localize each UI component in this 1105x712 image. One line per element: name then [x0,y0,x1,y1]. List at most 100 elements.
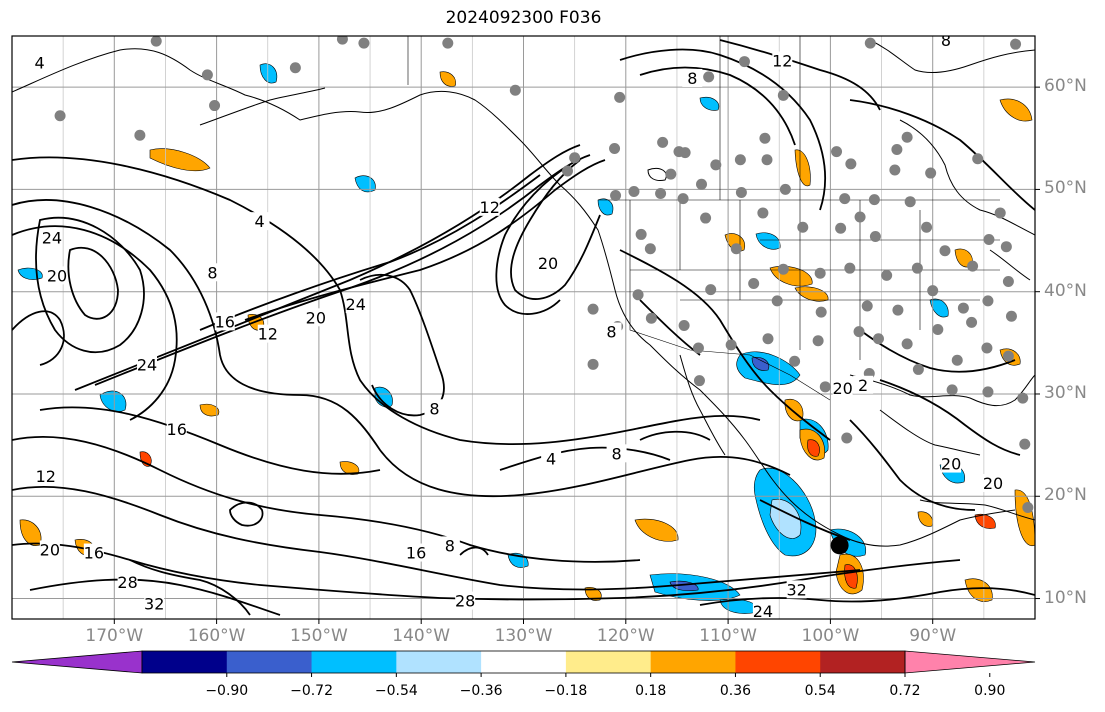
contour-line [12,485,861,591]
colorbar-extend-high [904,650,1036,674]
station-dot [841,432,853,444]
contour-value-labels: 12 8 8 4 4 24 20 8 12 20 24 20 12 16 8 24 16 8 4 8 12 20 16 8 16… [29,36,1003,621]
station-dot [1002,350,1014,362]
contour-label-background [249,212,270,231]
contour-label: 24 [137,355,157,374]
contour-line [639,430,711,441]
chart-title: 2024092300 F036 [445,8,602,28]
contour-label-background [137,355,158,374]
station-dot [981,342,993,354]
station-dot [904,196,916,208]
station-dot [679,147,691,159]
colorbar-label: −0.36 [459,683,503,699]
contour-label: 4 [35,54,45,73]
station-dot [1022,502,1034,514]
colorbar-segment [396,651,482,673]
contour-label-background [541,449,562,468]
station-dot [735,186,747,198]
station-dot [779,183,791,195]
contour-line [35,216,145,354]
station-dot [1010,38,1022,50]
contour-line [129,559,251,616]
station-dot [1005,310,1017,322]
colorbar-label: 0.36 [719,683,752,699]
station-dot [209,100,221,112]
longitude-label: 90°W [909,626,957,646]
colorbar-segment [650,651,736,673]
colorbar-segment [481,651,567,673]
longitude-label: 100°W [801,626,860,646]
colorbar-frame [141,650,906,674]
station-dot [678,319,690,331]
contour-label-background [214,312,235,331]
station-dot [912,363,924,375]
longitude-label: 170°W [85,626,144,646]
longitude-label: 130°W [494,626,553,646]
station-dot [872,333,884,345]
anomaly-patch [755,232,781,250]
station-dot [655,188,667,200]
colorbar-label: −0.54 [374,683,418,699]
station-dot [628,185,640,197]
tropical-cyclone-marker [830,536,849,555]
latitude-label: 10°N [1044,587,1087,608]
contour-label: 28 [455,592,475,611]
station-dot [645,312,657,324]
station-dot [911,262,923,274]
station-dot [610,190,622,202]
station-dot [134,129,146,141]
contour-line [12,310,65,366]
contour-line [244,159,606,321]
contour-line [12,542,961,601]
coastline [879,409,981,456]
contour-label: 28 [117,573,137,592]
anomaly-patch [917,511,933,527]
station-dot [677,193,689,205]
contour-label: 20 [40,540,60,559]
contour-label: 24 [753,602,773,621]
contour-line [510,159,601,300]
latitude-label: 50°N [1044,178,1087,199]
contour-label-background [144,594,165,613]
colorbar-label: 0.90 [974,683,1006,699]
contour-line [12,199,791,498]
station-dot [336,36,348,45]
station-dot [703,71,715,83]
contour-label: 24 [42,229,62,248]
contour-label: 4 [546,449,556,468]
station-dot [982,386,994,398]
station-dot [657,136,669,148]
station-dot [730,243,742,255]
station-dot [587,358,599,370]
station-dot [734,154,746,166]
border [629,200,831,401]
longitude-label: 150°W [290,626,348,646]
contour-label-background [29,53,50,72]
station-dot [150,36,162,47]
station-dot [925,167,937,179]
station-dot [509,84,521,96]
political-borders [407,36,1000,401]
contour-label: 32 [786,580,806,599]
station-dot [927,285,939,297]
contour-line [459,546,489,556]
colorbar-segment [311,651,397,673]
station-dot [777,263,789,275]
station-dot [946,384,958,396]
contour-label-background [35,466,56,485]
colorbar-extend-low [11,650,143,674]
contour-label: 20 [941,455,961,474]
contour-label: 16 [406,544,426,563]
contour-label-background [935,36,956,50]
station-dot [632,289,644,301]
contour-label: 2 [858,376,868,395]
contour-line [849,419,976,511]
contour-label: 20 [538,254,558,273]
station-dot [854,211,866,223]
contour-label: 12 [772,52,792,71]
coastline [849,374,1035,407]
contour-label-background [305,308,326,327]
station-dot [957,302,969,314]
contour-label: 12 [36,467,56,486]
